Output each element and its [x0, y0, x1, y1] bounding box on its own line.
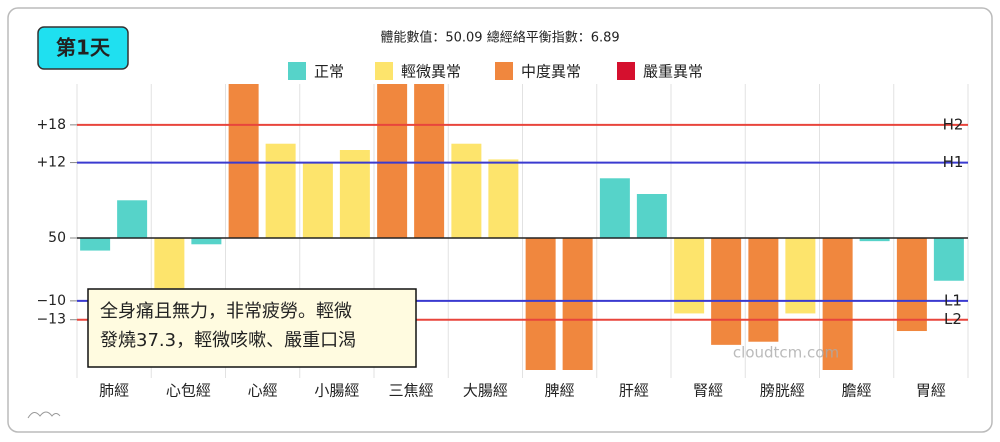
- x-tick-label: 胃經: [916, 382, 946, 400]
- bar: [265, 143, 296, 238]
- y-tick-label: +18: [36, 117, 66, 133]
- y-tick-label: −13: [36, 312, 66, 328]
- bar: [228, 84, 259, 238]
- bar: [488, 159, 519, 238]
- chart-title: 第1天: [56, 36, 111, 60]
- y-tick-label: −10: [36, 293, 66, 309]
- bar: [599, 178, 630, 238]
- annotation-text: 發燒37.3，輕微咳嗽、嚴重口渴: [100, 330, 356, 351]
- bar: [822, 238, 853, 370]
- bar: [711, 238, 742, 345]
- x-tick-label: 心包經: [166, 382, 211, 400]
- legend-label: 正常: [314, 63, 344, 81]
- legend-label: 輕微異常: [401, 63, 461, 81]
- reference-label: L1: [944, 291, 962, 309]
- y-tick-label: +12: [36, 155, 66, 171]
- title-box: [37, 26, 129, 70]
- logo: [27, 411, 61, 419]
- bar: [191, 238, 222, 245]
- x-tick-label: 小腸經: [314, 382, 359, 400]
- bar: [451, 143, 482, 238]
- x-tick-label: 肝經: [619, 382, 649, 400]
- reference-label: L2: [944, 310, 962, 328]
- bar: [562, 238, 593, 370]
- legend-label: 中度異常: [521, 63, 581, 81]
- x-tick-label: 膀胱經: [760, 382, 805, 400]
- x-tick-label: 三焦經: [389, 382, 434, 400]
- legend-label: 嚴重異常: [643, 63, 703, 81]
- bar: [377, 84, 408, 238]
- annotation-text: 全身痛且無力，非常疲勞。輕微: [100, 301, 352, 322]
- x-tick-label: 腎經: [693, 382, 723, 400]
- bar: [339, 150, 370, 238]
- legend-swatch: [617, 62, 635, 80]
- legend-swatch: [375, 62, 393, 80]
- bar: [933, 238, 964, 281]
- bar: [414, 84, 445, 238]
- bar: [785, 238, 816, 314]
- reference-label: H2: [943, 115, 964, 133]
- bar: [859, 238, 890, 242]
- y-tick-label: 50: [48, 230, 66, 246]
- bar: [80, 238, 111, 251]
- x-tick-label: 大腸經: [463, 382, 508, 400]
- bar: [154, 238, 185, 289]
- legend-swatch: [288, 62, 306, 80]
- bar: [748, 238, 779, 342]
- x-tick-label: 肺經: [99, 382, 129, 400]
- legend-swatch: [495, 62, 513, 80]
- x-tick-label: 脾經: [545, 382, 575, 400]
- bar: [636, 194, 667, 238]
- subtitle: 體能數值：50.09 總經絡平衡指數：6.89: [380, 30, 619, 46]
- watermark: cloudtcm.com: [733, 344, 839, 362]
- bar: [302, 162, 333, 238]
- x-tick-label: 膽經: [842, 382, 872, 400]
- bar: [117, 200, 148, 238]
- bar: [674, 238, 705, 314]
- bar: [896, 238, 927, 332]
- x-tick-label: 心經: [248, 382, 278, 400]
- reference-label: H1: [943, 153, 964, 171]
- annotation-box: [87, 288, 417, 368]
- bar: [525, 238, 556, 370]
